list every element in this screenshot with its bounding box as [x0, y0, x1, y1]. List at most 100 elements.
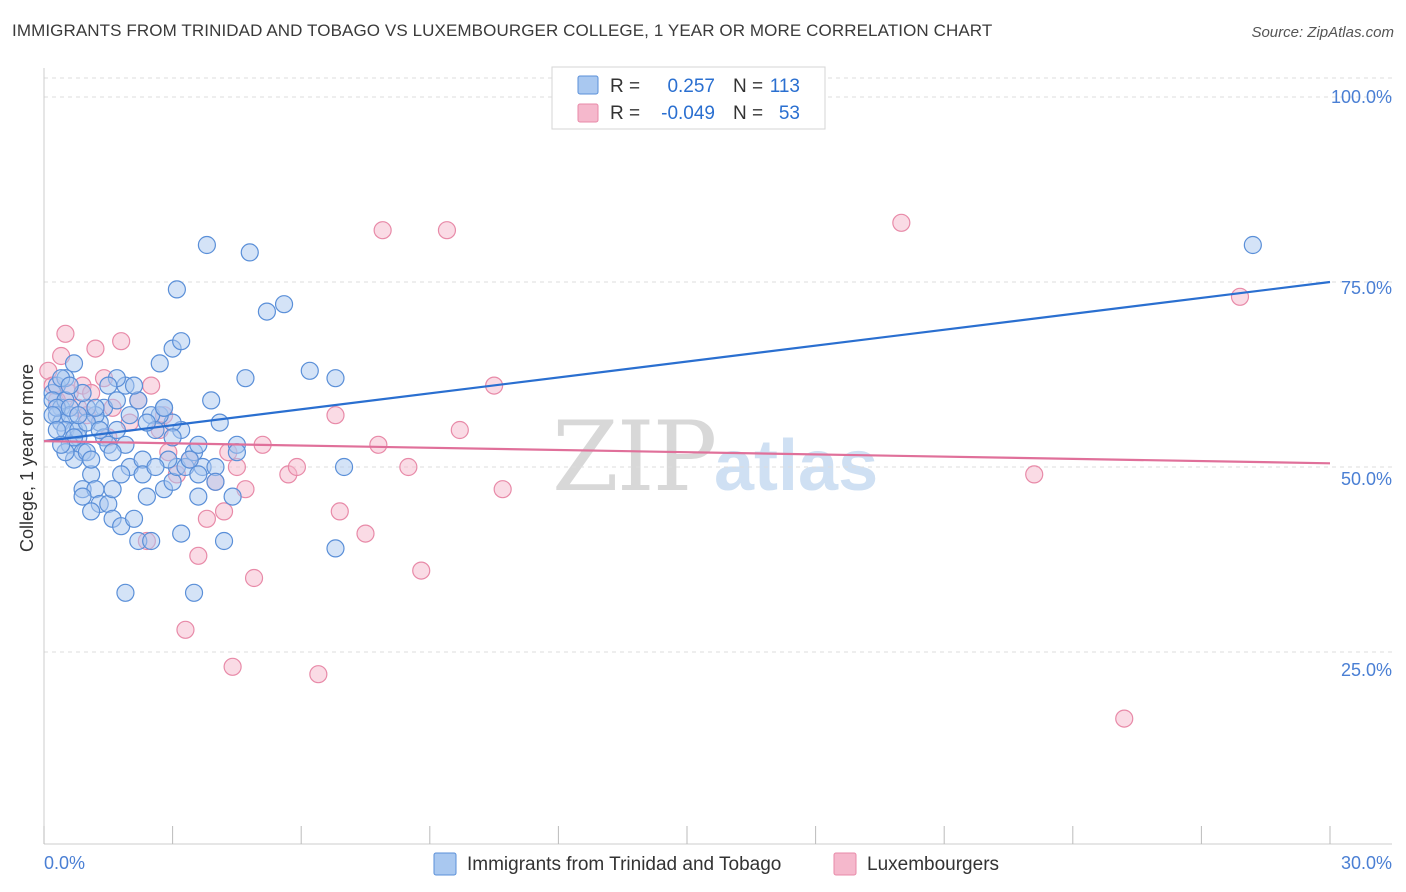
points-blue-point: [206, 472, 225, 491]
points-blue-point: [240, 243, 259, 262]
stats-legend: R = 0.257 N = 113 R = -0.049 N = 53: [551, 66, 826, 130]
points-pink-point: [287, 457, 307, 477]
points-pink-point: [399, 457, 418, 477]
legend-swatch-luxembourgers: [833, 852, 857, 876]
chart-title: IMMIGRANTS FROM TRINIDAD AND TOBAGO VS L…: [12, 21, 993, 40]
stats-legend-swatch-blue: [577, 75, 599, 95]
points-blue-point: [236, 369, 255, 388]
points-blue-point: [214, 531, 234, 551]
points-blue-point: [82, 450, 101, 469]
points-pink-point: [493, 480, 512, 499]
stats-r-value-blue: 0.257: [667, 76, 715, 97]
points-pink-point: [369, 435, 388, 454]
points-blue-point: [124, 509, 144, 528]
points-blue-point: [334, 457, 354, 477]
points-blue-point: [103, 443, 122, 462]
points-blue-point: [99, 376, 118, 395]
points-blue-point: [326, 369, 345, 388]
points-blue-point: [124, 376, 144, 395]
points-pink-point: [223, 657, 242, 676]
points-blue-point: [64, 354, 84, 373]
points-blue-point: [73, 487, 92, 506]
points-blue-point: [146, 457, 165, 477]
points-blue-point: [197, 235, 216, 255]
points-blue-point: [202, 391, 221, 410]
legend-swatch-trinidad: [433, 852, 457, 876]
points-blue-point: [223, 487, 242, 506]
points-blue-point: [210, 413, 229, 432]
points-pink-point: [112, 332, 131, 351]
points-pink-point: [309, 665, 328, 684]
points-pink-point: [892, 213, 911, 232]
stats-r-value-pink: -0.049: [661, 103, 715, 124]
stats-n-value-pink: 53: [779, 103, 800, 124]
points-blue-point: [120, 406, 139, 425]
points-pink-point: [412, 561, 431, 580]
points-blue-point: [86, 398, 105, 417]
legend-label-luxembourgers: Luxembourgers: [867, 854, 999, 875]
y-tick-label-75: 75.0%: [1341, 278, 1392, 298]
bottom-legend: Immigrants from Trinidad and Tobago Luxe…: [433, 852, 999, 876]
points-blue-point: [300, 361, 319, 380]
points-pink-point: [1025, 465, 1044, 484]
points-blue-point: [60, 376, 79, 395]
watermark-atlas: atlas: [714, 426, 878, 506]
points-blue-point: [82, 502, 101, 521]
points-pink-point: [1115, 709, 1134, 728]
stats-n-value-blue: 113: [770, 76, 800, 97]
points-pink-point: [86, 339, 105, 358]
stats-n-label-pink: N =: [733, 103, 763, 124]
points-blue-point: [184, 583, 204, 602]
points-blue-point: [1243, 235, 1262, 255]
points-pink-point: [214, 502, 234, 521]
points-blue-point: [172, 524, 191, 543]
points-pink-point: [437, 221, 457, 240]
y-tick-label-25: 25.0%: [1341, 660, 1392, 680]
x-axis-ticks: [43, 826, 1331, 844]
points-blue-point: [326, 539, 345, 558]
points-blue-point: [142, 531, 161, 551]
trend-line-trinidad: [43, 280, 1331, 443]
points-blue-point: [107, 420, 126, 440]
points-blue-point: [167, 280, 186, 299]
x-tick-label-min: 0.0%: [44, 853, 85, 873]
y-axis-label: College, 1 year or more: [17, 364, 37, 552]
points-blue-point: [154, 398, 174, 417]
stats-n-label-blue: N =: [733, 76, 763, 97]
points-blue-point: [103, 480, 122, 499]
points-blue-point: [189, 465, 208, 484]
watermark: ZIP atlas: [552, 401, 878, 513]
y-tick-label-50: 50.0%: [1341, 469, 1392, 489]
points-pink-point: [197, 509, 216, 528]
legend-label-trinidad: Immigrants from Trinidad and Tobago: [467, 854, 781, 875]
y-tick-labels: 25.0% 50.0% 75.0% 100.0%: [1331, 87, 1392, 680]
stats-r-label-blue: R =: [610, 76, 640, 97]
points-blue-point: [180, 450, 199, 469]
points-blue-point: [189, 487, 208, 506]
points-blue-point: [137, 487, 156, 506]
y-tick-label-100: 100.0%: [1331, 87, 1392, 107]
points-blue-point: [107, 391, 126, 410]
points-blue-point: [172, 332, 191, 351]
source-credit: Source: ZipAtlas.com: [1251, 24, 1394, 41]
points-pink-point: [1230, 287, 1250, 306]
points-blue-point: [116, 583, 135, 602]
points-blue-point: [274, 295, 294, 314]
points-pink-point: [142, 376, 161, 395]
points-pink-point: [330, 502, 349, 521]
points-blue-point: [112, 465, 131, 484]
points-blue-point: [163, 428, 182, 447]
points-pink-point: [244, 568, 264, 588]
gridlines: [44, 77, 1392, 653]
points-pink-point: [356, 524, 375, 543]
trend-line-luxembourgers: [43, 440, 1331, 465]
stats-r-label-pink: R =: [610, 103, 640, 124]
x-tick-label-max: 30.0%: [1341, 853, 1392, 873]
points-blue-point: [150, 354, 169, 373]
points-blue-point: [257, 302, 277, 321]
points-pink-point: [176, 620, 195, 639]
points-blue-point: [69, 406, 88, 425]
points-pink-point: [373, 221, 392, 240]
points-pink-point: [450, 420, 469, 440]
